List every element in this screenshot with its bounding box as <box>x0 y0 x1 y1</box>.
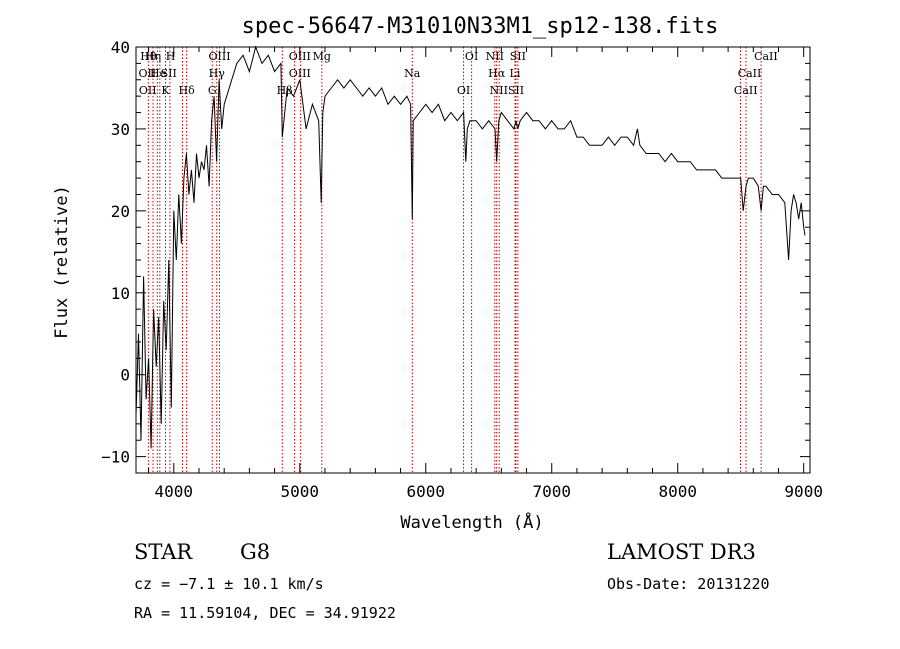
line-label-17: OI <box>457 84 470 97</box>
y-axis-label: Flux (relative) <box>52 185 72 339</box>
line-label-23: NII <box>490 84 508 97</box>
line-label-16: Na <box>404 67 421 80</box>
x-tick-label-3: 7000 <box>532 482 571 501</box>
line-label-27: CaII <box>754 50 778 63</box>
line-label-8: Hδ <box>179 84 196 97</box>
line-label-21: NII <box>486 50 504 63</box>
y-tick-label-1: 0 <box>120 366 130 385</box>
x-tick-label-1: 5000 <box>281 482 320 501</box>
line-label-layer: HθOIIOIIHηHeKHSIIHδOIIIHγGOIIIOIIIHβMgNa… <box>138 50 777 97</box>
x-tick-label-4: 8000 <box>658 482 697 501</box>
line-label-4: He <box>150 67 166 80</box>
line-label-18: OI <box>465 50 478 63</box>
plot-frame <box>135 46 811 474</box>
line-label-15: Mg <box>313 50 331 63</box>
line-label-26: CaII <box>734 84 758 97</box>
y-tick-label-5: 40 <box>111 38 130 57</box>
y-tick-label-2: 10 <box>111 284 130 303</box>
line-label-20: SII <box>508 84 524 97</box>
y-tick-label-3: 20 <box>111 202 130 221</box>
line-label-11: G <box>208 84 217 97</box>
line-label-25: CaII <box>738 67 762 80</box>
y-axis-ticks: −10 0 10 20 30 40 <box>101 38 810 467</box>
line-label-9: OIII <box>208 50 230 63</box>
line-label-0: Hθ <box>140 50 157 63</box>
line-label-10: Hγ <box>209 67 226 80</box>
line-label-1: OII <box>138 67 156 80</box>
object-subclass: G8 <box>240 540 271 564</box>
spectrum-line <box>135 45 806 449</box>
line-label-6: H <box>166 50 176 63</box>
x-tick-label-5: 9000 <box>784 482 823 501</box>
x-tick-label-0: 4000 <box>155 482 194 501</box>
line-label-14: Hβ <box>277 84 293 97</box>
line-label-7: SII <box>161 67 177 80</box>
line-label-3: Hη <box>145 50 161 63</box>
x-axis-ticks: 4000 5000 6000 7000 8000 9000 <box>148 47 823 501</box>
chart-title: spec-56647-M31010N33M1_sp12-138.fits <box>242 14 719 39</box>
line-label-24: SII <box>510 50 526 63</box>
coordinates: RA = 11.59104, DEC = 34.91922 <box>134 604 396 622</box>
redshift-cz: cz = −7.1 ± 10.1 km/s <box>134 575 324 593</box>
obs-date: Obs-Date: 20131220 <box>607 575 770 593</box>
y-tick-label-0: −10 <box>101 448 130 467</box>
object-class: STAR <box>134 540 193 564</box>
line-label-13: OIII <box>289 67 311 80</box>
line-label-2: OII <box>139 84 157 97</box>
line-marker-layer <box>147 47 762 473</box>
line-label-5: K <box>161 84 170 97</box>
line-label-19: Hα <box>488 67 506 80</box>
line-label-22: Li <box>510 67 521 80</box>
x-tick-label-2: 6000 <box>406 482 445 501</box>
x-axis-label: Wavelength (Å) <box>400 511 543 533</box>
y-tick-label-4: 30 <box>111 120 130 139</box>
survey-name: LAMOST DR3 <box>607 540 756 564</box>
